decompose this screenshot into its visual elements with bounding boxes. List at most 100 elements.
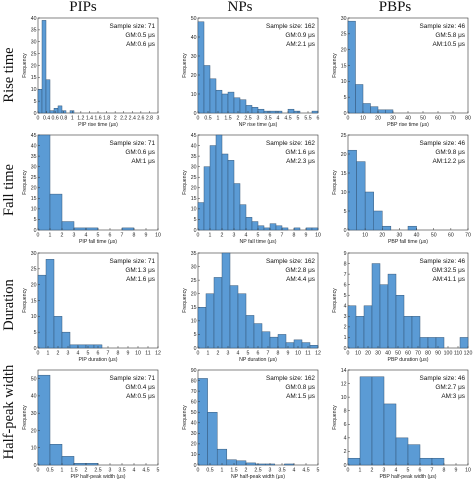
pip-fall-bar [61,221,75,231]
np-duration-ytick-label: 30 [191,264,197,270]
pip-duration-xtick-label: 10 [135,351,141,357]
pbp-duration-xtick-label: 20 [365,351,371,357]
np-fall-ytick-label: 25 [191,175,197,181]
np-fall-ylabel: Frequency [182,170,188,195]
pbp-duration-ytick-label: 5 [344,293,347,299]
np-fall-xlabel: NP fall time (μs) [240,239,277,245]
pbp-half-stat-2: AM:3 μs [441,393,465,400]
np-half-ylabel: Frequency [182,405,188,430]
pip-duration-ytick-label: 5 [34,330,37,336]
np-duration-bar [213,277,223,349]
pip-fall-xtick-label: 10 [155,233,161,239]
pip-half-xtick-label: 4 [133,468,136,474]
np-fall-xtick-label: 6 [269,233,272,239]
pip-fall-stat-2: AM:1 μs [131,158,155,165]
pbp-half-ytick-label: 4 [344,436,347,442]
np-fall-ytick-label: 40 [191,143,197,149]
pbp-rise-ytick-label: 5 [344,95,347,101]
pbp-half-bar [407,444,421,466]
np-half-xtick-label: 0.5 [206,468,213,474]
pbp-rise-plot-area [347,17,469,114]
pip-rise-stat-2: AM:0.6 μs [126,41,155,48]
np-half-xlabel: NP half-peak width (μs) [231,474,285,480]
pbp-rise-histogram: 0 5 10 15 20 25 30 0 10 20 30 40 50 60 70 80 PBP rise ti… [332,16,471,128]
pip-fall-ytick-label: 0 [34,228,37,234]
np-duration-bar [229,285,239,349]
pbp-fall-xtick-label: 60 [448,233,454,239]
pbp-half-xtick-label: 8 [443,468,446,474]
pbp-duration-bar [371,263,381,349]
pip-half-stat-2: AM:0.5 μs [126,393,155,400]
np-duration-stat-2: AM:4.4 μs [286,276,315,283]
pbp-duration-xtick-label: 30 [375,351,381,357]
np-duration-stat-0: Sample size: 162 [266,258,315,265]
pip-duration-ytick-label: 0 [34,346,37,352]
pip-rise-stat-1: GM:0.5 μs [125,32,155,39]
pip-half-xtick-label: 2 [85,468,88,474]
pip-half-xtick-label: 0 [37,468,40,474]
np-rise-xtick-label: 0 [197,116,200,122]
pbp-duration-xtick-label: 40 [385,351,391,357]
pbp-rise-bar [370,106,379,114]
pip-rise-bar [49,110,55,114]
row-title-duration: Duration [1,278,17,330]
np-rise-ytick-label: 0 [194,111,197,117]
np-half-bar [236,460,247,466]
pip-duration-ytick-label: 10 [31,314,37,320]
pip-rise-xtick-label: 1.2 [77,116,84,122]
pip-rise-ylabel: Frequency [22,53,28,78]
pbp-duration-xtick-label: 50 [395,351,401,357]
np-duration-stat-1: GM:2.8 μs [285,267,315,274]
np-rise-bar [287,108,295,114]
np-fall-ytick-label: 30 [191,164,197,170]
np-half-stat-1: GM:0.8 μs [285,384,315,391]
pbp-rise-ytick-label: 30 [341,16,347,22]
pip-half-ytick-label: 20 [31,428,37,434]
np-half-ytick-label: 30 [191,431,197,437]
pip-half-xtick-label: 0.5 [46,468,53,474]
pip-rise-stat-0: Sample size: 71 [110,23,156,30]
np-duration-xtick-label: 8 [277,351,280,357]
pip-fall-ytick-label: 40 [31,143,37,149]
pip-duration-xtick-label: 6 [97,351,100,357]
pip-fall-bar [49,193,63,231]
pbp-fall-ytick-label: 20 [341,152,347,158]
pip-half-bar [61,456,75,466]
pip-half-xtick-label: 5 [157,468,160,474]
np-fall-xtick-label: 4 [245,233,248,239]
np-half-ytick-label: 0 [194,463,197,469]
pip-rise-xtick-label: 3 [157,116,160,122]
pbp-fall-bar [356,161,366,231]
pip-half-stat-0: Sample size: 71 [110,375,156,382]
np-rise-xlabel: NP rise time (μs) [239,122,278,128]
np-rise-ytick-label: 50 [191,16,197,22]
pbp-fall-xtick-label: 30 [397,233,403,239]
np-rise-bar [227,91,235,114]
np-half-histogram: 0 10 20 30 40 50 60 70 80 90 0 0.5 1 1.5 2 2.5 3 3.5 4 4.5 5… [182,368,320,480]
pip-rise-xtick-label: 0.4 [43,116,50,122]
pbp-fall-histogram: 0 5 10 15 20 25 0 10 20 30 40 50 60 70 PBP fall time (… [332,133,471,245]
np-fall-bar [305,227,313,231]
pip-rise-bar [45,79,51,114]
pbp-duration-xtick-label: 70 [415,351,421,357]
pbp-fall-xlabel: PBP fall time (μs) [388,239,428,245]
pip-fall-ylabel: Frequency [22,170,28,195]
np-rise-ylabel: Frequency [182,53,188,78]
pip-duration-bar [85,344,95,349]
np-fall-bar [311,227,319,231]
pbp-half-stat-0: Sample size: 46 [420,375,466,382]
pip-rise-ytick-label: 35 [31,28,37,34]
pip-fall-bar [73,227,87,231]
pip-duration-ytick-label: 25 [31,267,37,273]
np-duration-ytick-label: 15 [191,305,197,311]
pbp-fall-stat-2: AM:12.2 μs [433,158,465,165]
pip-fall-stat-1: GM:0.6 μs [125,149,155,156]
pbp-half-xtick-label: 1 [359,468,362,474]
pbp-duration-ytick-label: 6 [344,282,347,288]
np-duration-bar [277,334,287,349]
pip-rise-ytick-label: 25 [31,51,37,57]
pip-duration-xtick-label: 4 [77,351,80,357]
